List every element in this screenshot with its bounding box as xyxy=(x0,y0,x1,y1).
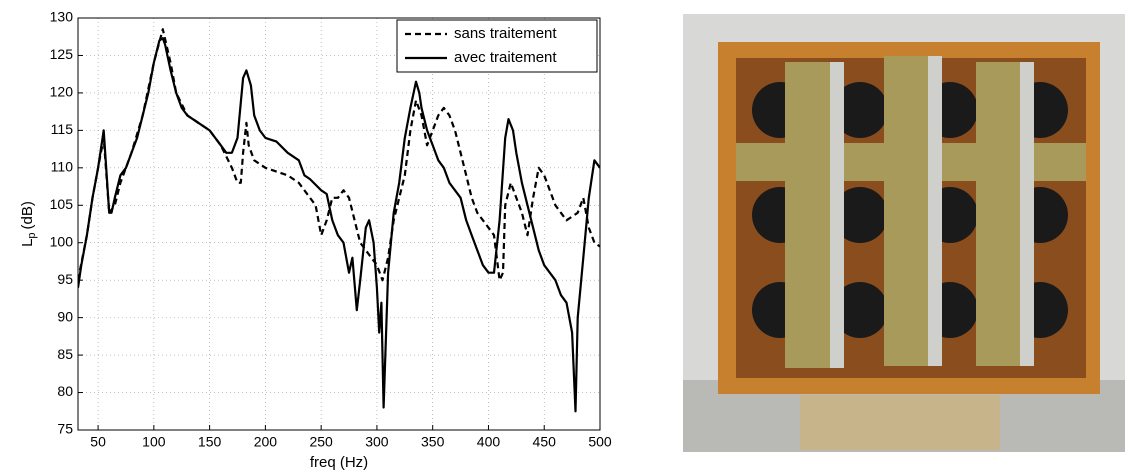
y-tick-label: 115 xyxy=(51,121,74,137)
strip-edge xyxy=(830,62,844,368)
y-tick-label: 120 xyxy=(50,84,74,100)
x-tick-label: 250 xyxy=(309,434,333,450)
axes-frame xyxy=(77,17,601,431)
x-tick-label: 200 xyxy=(254,434,278,450)
series-group xyxy=(78,28,600,413)
y-tick-label: 125 xyxy=(50,46,74,62)
x-tick-label: 500 xyxy=(588,434,612,450)
y-tick-label: 85 xyxy=(57,346,73,362)
base-block xyxy=(800,395,1000,450)
y-axis-label-part: (dB) xyxy=(19,201,36,229)
strip-edge xyxy=(928,56,942,366)
y-tick-label: 130 xyxy=(50,9,74,25)
y-tick-label: 95 xyxy=(57,271,73,287)
y-tick-label: 105 xyxy=(50,196,74,212)
vertical-strip xyxy=(976,62,1020,366)
vertical-strip xyxy=(884,56,928,366)
y-axis-label: Lp (dB) xyxy=(19,201,38,247)
plot-area xyxy=(78,18,600,430)
legend-label: sans traitement xyxy=(454,25,557,42)
strip-edge xyxy=(1020,62,1034,366)
x-tick-label: 50 xyxy=(90,434,106,450)
series-line xyxy=(78,37,600,413)
plot: 75 80 85 90 95 100 105 110 115 120 125 130 50 100 150 2… xyxy=(19,9,612,471)
y-tick-label: 80 xyxy=(57,383,73,399)
x-tick-label: 150 xyxy=(198,434,222,450)
x-axis-label: freq (Hz) xyxy=(310,454,368,471)
x-tick-label: 350 xyxy=(421,434,445,450)
x-tick-label: 300 xyxy=(365,434,389,450)
y-tick-label: 75 xyxy=(57,421,73,437)
y-axis-label-part: p xyxy=(26,232,38,238)
y-tick-label: 100 xyxy=(50,233,74,249)
y-tick-label: 90 xyxy=(57,308,73,324)
vertical-strip xyxy=(785,62,830,368)
y-tick-label: 110 xyxy=(51,159,74,175)
y-axis-label-part: L xyxy=(19,239,36,247)
legend-box xyxy=(396,19,598,73)
legend-label: avec traitement xyxy=(454,49,557,66)
photo xyxy=(683,14,1125,452)
x-tick-label: 100 xyxy=(142,434,166,450)
x-tick-label: 400 xyxy=(477,434,501,450)
x-tick-label: 450 xyxy=(533,434,557,450)
